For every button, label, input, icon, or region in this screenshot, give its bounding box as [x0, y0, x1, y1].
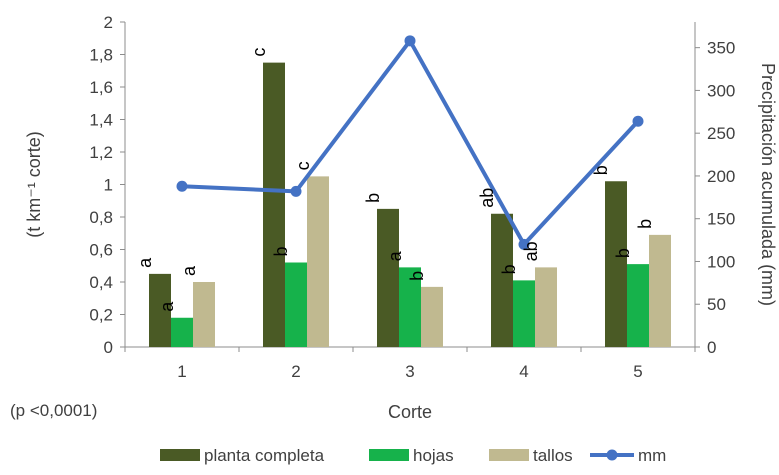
- y-left-tick-label: 1,8: [89, 46, 113, 65]
- x-tick-label: 5: [633, 362, 642, 381]
- x-axis-title: Corte: [388, 402, 432, 422]
- axis-text-group: 0 0,2 0,4 0,6 0,8 1 1,2 1,4 1,6 1,8 2 0 50 100 150 200 2…: [24, 13, 778, 422]
- bar-hojas: [171, 317, 193, 347]
- precip-line-group: [176, 35, 644, 250]
- bar-tallos: [535, 267, 557, 347]
- legend-swatch-hojas: [369, 449, 409, 461]
- y-right-tick-label: 0: [707, 338, 716, 357]
- significance-label: a: [157, 301, 177, 312]
- significance-label: b: [499, 264, 519, 274]
- significance-label: b: [591, 165, 611, 175]
- y-right-tick-label: 200: [707, 167, 735, 186]
- precip-point: [632, 115, 644, 127]
- legend-label-tallos: tallos: [533, 446, 573, 465]
- legend-group: planta completa hojas tallos mm: [160, 446, 666, 465]
- y-left-tick-label: 1,2: [89, 143, 113, 162]
- y-left-tick-label: 1,4: [89, 111, 113, 130]
- significance-label: a: [135, 257, 155, 268]
- significance-label: b: [613, 248, 633, 258]
- x-tick-label: 1: [177, 362, 186, 381]
- bar-hojas: [627, 264, 649, 347]
- y-axis-right-title: Precipitación acumulada (mm): [758, 63, 778, 306]
- y-left-tick-label: 0,4: [89, 273, 113, 292]
- precip-line: [181, 38, 640, 247]
- y-left-tick-label: 1: [104, 176, 113, 195]
- legend-label-mm: mm: [638, 446, 666, 465]
- x-tick-label: 2: [291, 362, 300, 381]
- y-right-tick-label: 250: [707, 124, 735, 143]
- bar-hojas: [513, 280, 535, 347]
- significance-label: c: [293, 161, 313, 170]
- bars-group: [149, 62, 671, 347]
- significance-label: b: [635, 219, 655, 229]
- precip-point: [290, 185, 302, 197]
- p-value-note: (p <0,0001): [10, 401, 98, 420]
- bar-tallos: [421, 286, 443, 347]
- precip-point: [176, 180, 188, 192]
- y-axis-left-title: (t km⁻¹ corte): [24, 131, 44, 238]
- significance-label: a: [385, 250, 405, 261]
- bar-planta-completa: [377, 208, 399, 347]
- legend-swatch-tallos: [489, 449, 529, 461]
- bar-planta-completa: [491, 213, 513, 347]
- y-right-tick-label: 50: [707, 295, 726, 314]
- x-tick-label: 3: [405, 362, 414, 381]
- y-left-tick-label: 2: [104, 13, 113, 32]
- bar-tallos: [193, 282, 215, 347]
- legend-label-hojas: hojas: [413, 446, 454, 465]
- bar-planta-completa: [605, 181, 627, 347]
- y-right-tick-label: 100: [707, 252, 735, 271]
- significance-label: c: [249, 48, 269, 57]
- y-left-tick-label: 0: [104, 338, 113, 357]
- significance-label: a: [179, 265, 199, 276]
- significance-label: b: [271, 246, 291, 256]
- legend-swatch-planta-completa: [160, 449, 200, 461]
- significance-label: b: [363, 193, 383, 203]
- bar-hojas: [285, 262, 307, 347]
- significance-label: ab: [521, 241, 541, 261]
- y-left-tick-label: 0,8: [89, 208, 113, 227]
- y-left-tick-label: 1,6: [89, 78, 113, 97]
- legend-label-planta-completa: planta completa: [204, 446, 325, 465]
- y-right-tick-label: 300: [707, 81, 735, 100]
- precip-point: [404, 35, 416, 47]
- y-left-tick-label: 0,2: [89, 306, 113, 325]
- significance-label: b: [407, 271, 427, 281]
- legend-marker-mm: [606, 449, 618, 461]
- y-left-tick-label: 0,6: [89, 241, 113, 260]
- significance-label: ab: [477, 188, 497, 208]
- bar-planta-completa: [149, 273, 171, 347]
- y-right-tick-label: 350: [707, 39, 735, 58]
- bar-tallos: [307, 176, 329, 347]
- x-tick-label: 4: [519, 362, 528, 381]
- bar-hojas: [399, 267, 421, 347]
- y-right-tick-label: 150: [707, 210, 735, 229]
- precip-point: [518, 238, 530, 250]
- bar-tallos: [649, 234, 671, 347]
- bar-planta-completa: [263, 62, 285, 347]
